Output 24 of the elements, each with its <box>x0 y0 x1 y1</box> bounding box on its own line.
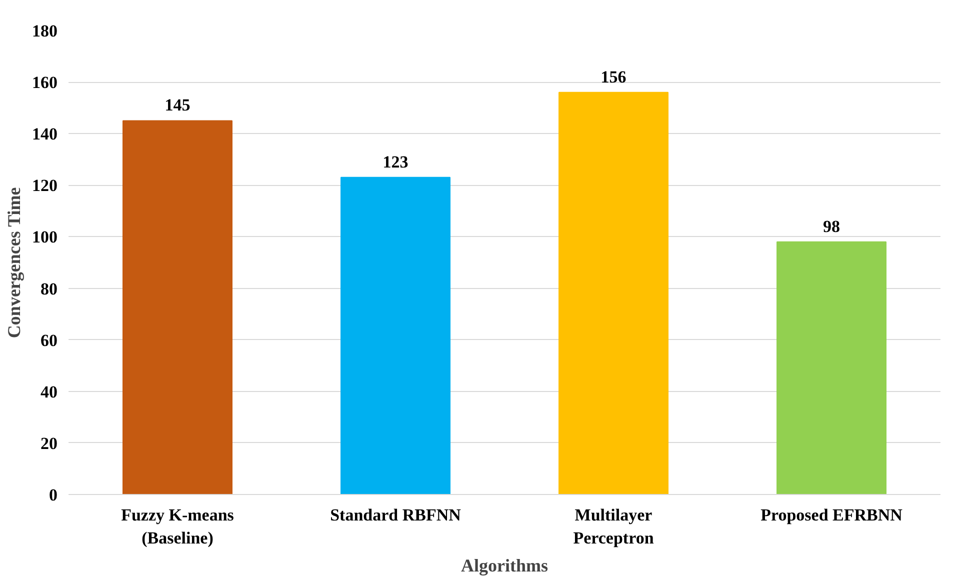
data-label: 98 <box>823 216 840 236</box>
y-tick-label: 120 <box>32 176 58 196</box>
bar <box>340 176 450 494</box>
data-label: 145 <box>164 96 190 115</box>
y-tick-label: 80 <box>40 279 58 298</box>
bar <box>122 120 232 494</box>
y-tick-label: 20 <box>40 434 58 453</box>
y-tick-label: 160 <box>32 73 58 92</box>
y-tick-label: 100 <box>32 228 58 247</box>
bar <box>776 241 886 494</box>
y-tick-label: 140 <box>32 124 58 144</box>
data-label: 156 <box>600 67 626 86</box>
x-tick-label: Fuzzy K-means (Baseline) <box>121 506 234 548</box>
y-tick-label: 0 <box>49 486 58 504</box>
y-tick-label: 40 <box>40 382 58 402</box>
x-tick-label: Standard RBFNN <box>330 506 462 524</box>
x-tick-label: Proposed EFRBNN <box>760 506 904 524</box>
bar <box>558 92 668 494</box>
x-axis-title: Algorithms <box>461 555 548 576</box>
x-tick-label: Multilayer Perceptron <box>573 506 654 548</box>
y-axis-title: Convergences Time <box>4 187 24 338</box>
data-label: 123 <box>382 152 408 172</box>
y-tick-label: 60 <box>40 330 58 350</box>
y-tick-label: 180 <box>32 22 58 40</box>
